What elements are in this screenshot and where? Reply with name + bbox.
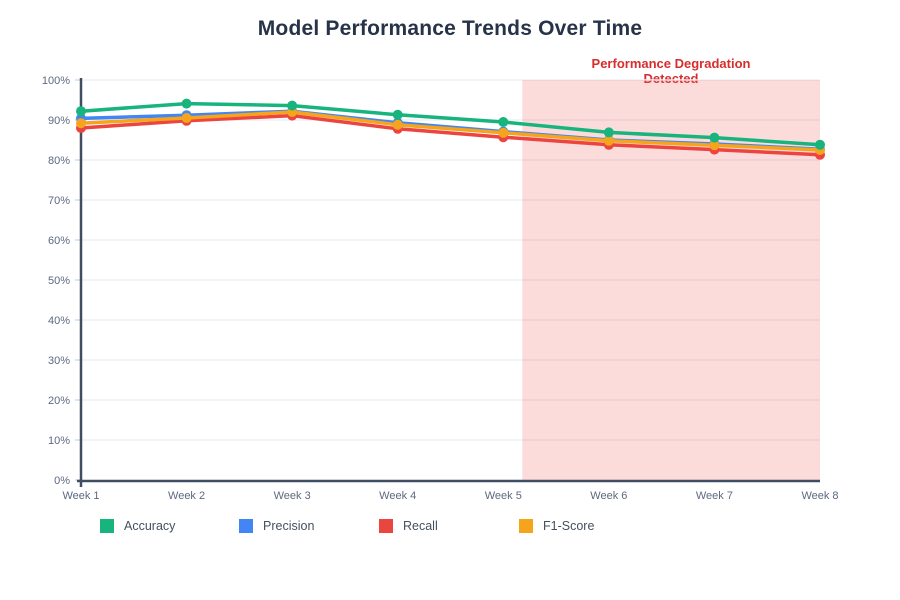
annotation-line2: Detected xyxy=(643,71,699,86)
annotation-line1: Performance Degradation xyxy=(591,56,751,71)
legend-label: Recall xyxy=(403,519,438,533)
data-point-f1-score xyxy=(76,118,86,129)
x-axis-tick-label: Week 6 xyxy=(590,490,627,502)
legend-item-accuracy[interactable]: Accuracy xyxy=(100,519,175,533)
data-point-accuracy xyxy=(603,127,614,138)
y-axis-tick-label: 100% xyxy=(42,75,70,87)
y-axis-tick-label: 0% xyxy=(54,475,70,487)
legend-item-precision[interactable]: Precision xyxy=(239,519,314,533)
data-point-f1-score xyxy=(181,113,192,123)
x-axis-tick-label: Week 8 xyxy=(801,490,838,502)
data-point-accuracy xyxy=(498,117,509,127)
page-title: Model Performance Trends Over Time xyxy=(257,17,643,40)
series-line-f1-score xyxy=(79,110,822,152)
legend-label: Accuracy xyxy=(124,519,176,533)
y-axis-tick-label: 50% xyxy=(48,275,70,287)
y-axis-tick-label: 20% xyxy=(48,395,70,407)
data-point-accuracy xyxy=(392,109,403,120)
data-point-f1-score xyxy=(392,119,403,130)
y-axis-tick-label: 70% xyxy=(48,195,70,207)
x-axis-tick-label: Week 1 xyxy=(62,490,99,502)
data-point-accuracy xyxy=(815,139,825,150)
data-point-accuracy xyxy=(181,98,192,109)
series-line-recall xyxy=(79,113,822,157)
data-point-accuracy xyxy=(76,106,86,117)
data-point-f1-score xyxy=(498,127,509,138)
x-axis-tick-label: Week 4 xyxy=(379,490,416,502)
y-axis-tick-label: 60% xyxy=(48,235,70,247)
y-axis-tick-label: 90% xyxy=(48,115,70,127)
y-axis-tick-label: 10% xyxy=(48,435,70,447)
chart-canvas: 0% 10% 20% 30% 40% 50% 60% 70% 80% 90% 100% Week 1 W… xyxy=(42,75,839,502)
y-axis-tick-label: 40% xyxy=(48,315,70,327)
legend-item-recall[interactable]: Recall xyxy=(379,519,438,533)
data-point-accuracy xyxy=(709,132,720,143)
x-axis-tick-label: Week 7 xyxy=(696,490,733,502)
legend-item-f1-score[interactable]: F1-Score xyxy=(519,519,594,533)
annotation-label: Performance Degradation Detected xyxy=(522,56,820,86)
y-axis-tick-label: 80% xyxy=(48,155,70,167)
data-point-accuracy xyxy=(287,100,298,111)
recall-swatch-icon xyxy=(379,519,393,533)
legend-label: F1-Score xyxy=(543,519,595,533)
data-point-f1-score xyxy=(603,135,614,146)
legend-label: Precision xyxy=(263,519,315,533)
accuracy-swatch-icon xyxy=(100,519,114,533)
precision-swatch-icon xyxy=(239,519,253,533)
x-axis-tick-label: Week 3 xyxy=(274,490,311,502)
f1-score-swatch-icon xyxy=(519,519,533,533)
data-point-f1-score xyxy=(709,140,720,151)
y-axis-tick-label: 30% xyxy=(48,355,70,367)
x-axis-tick-label: Week 5 xyxy=(485,490,522,502)
chart-legend: Accuracy Precision Recall F1-Score xyxy=(0,519,900,539)
x-axis-tick-label: Week 2 xyxy=(168,490,205,502)
series-line-accuracy xyxy=(79,101,822,147)
